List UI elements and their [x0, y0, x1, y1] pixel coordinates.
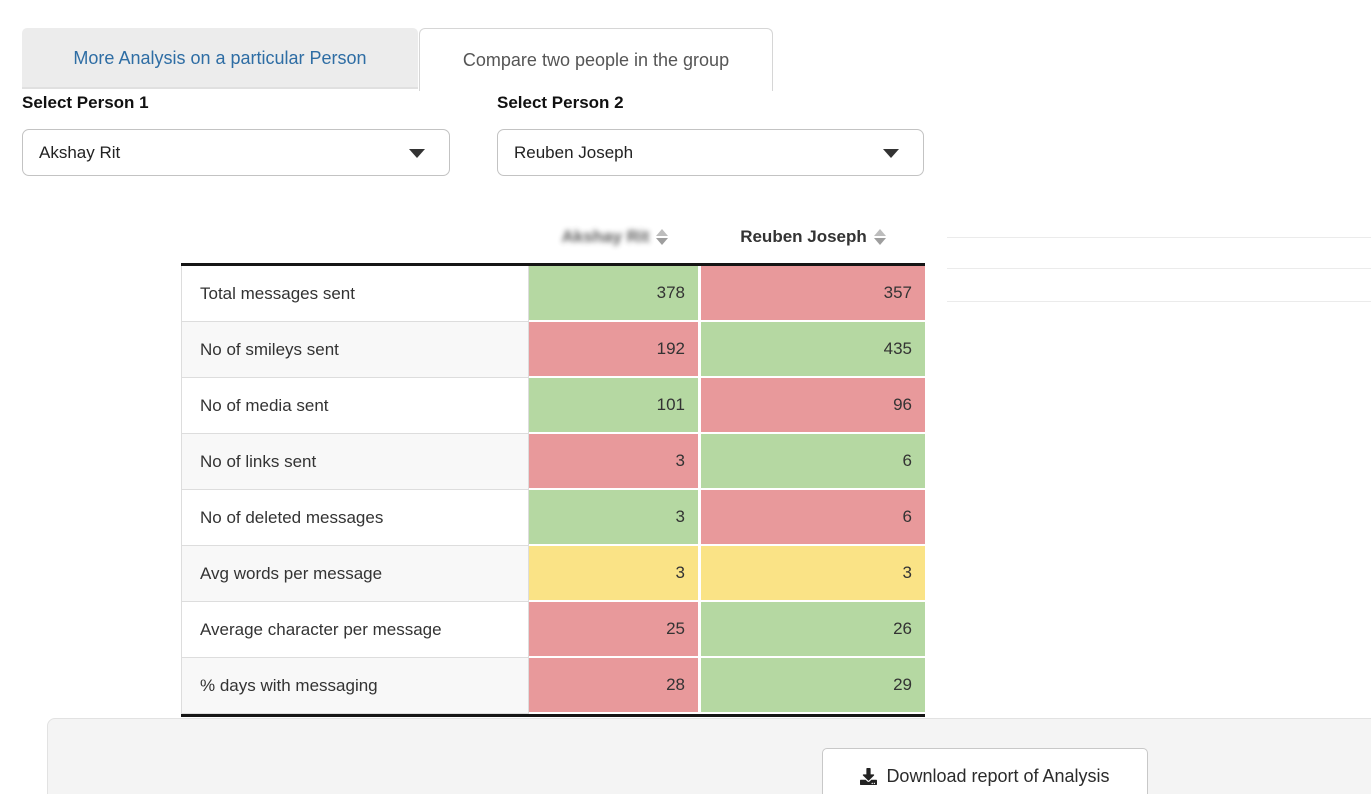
tab-label: Compare two people in the group [462, 49, 730, 70]
metric-label: No of deleted messages [181, 490, 529, 546]
download-icon [860, 767, 878, 785]
metric-label: No of smileys sent [181, 322, 529, 378]
metric-column-header [181, 211, 529, 263]
person-2-value: 6 [701, 434, 925, 490]
person-2-value: 29 [701, 658, 925, 714]
chevron-down-icon [883, 149, 899, 158]
person-1-column-title: Akshay Rit [561, 227, 650, 246]
metric-label: No of media sent [181, 378, 529, 434]
person-1-value: 378 [529, 266, 701, 322]
person-1-value: 192 [529, 322, 701, 378]
sort-icon [656, 229, 669, 245]
footer-panel [47, 718, 1371, 794]
divider-line [947, 268, 1371, 269]
table-row: No of media sent 101 96 [181, 378, 925, 434]
chevron-down-icon [409, 149, 425, 158]
divider-line [947, 237, 1371, 238]
person-2-value: 3 [701, 546, 925, 602]
comparison-table-header: Akshay Rit Reuben Joseph [181, 211, 925, 266]
person-2-value: 6 [701, 490, 925, 546]
column-header-person-2[interactable]: Reuben Joseph [701, 211, 925, 263]
divider-line [947, 301, 1371, 302]
person-2-selected-value: Reuben Joseph [514, 142, 634, 162]
select-person-1-label: Select Person 1 [22, 93, 149, 112]
person-2-dropdown[interactable]: Reuben Joseph [497, 129, 924, 176]
download-button-label: Download report of Analysis [886, 765, 1110, 786]
person-1-dropdown[interactable]: Akshay Rit [22, 129, 450, 176]
person-1-value: 3 [529, 546, 701, 602]
table-row: No of smileys sent 192 435 [181, 322, 925, 378]
person-1-selected-value: Akshay Rit [39, 142, 121, 162]
table-row: Avg words per message 3 3 [181, 546, 925, 602]
person-2-column-title: Reuben Joseph [740, 227, 867, 246]
tab-more-analysis-person[interactable]: More Analysis on a particular Person [22, 28, 418, 89]
table-row: Average character per message 25 26 [181, 602, 925, 658]
table-row: Total messages sent 378 357 [181, 266, 925, 322]
metric-label: Avg words per message [181, 546, 529, 602]
person-2-value: 435 [701, 322, 925, 378]
metric-label: % days with messaging [181, 658, 529, 714]
table-row: % days with messaging 28 29 [181, 658, 925, 714]
sort-icon [873, 229, 886, 245]
person-2-value: 357 [701, 266, 925, 322]
table-row: No of deleted messages 3 6 [181, 490, 925, 546]
select-person-2-label: Select Person 2 [497, 93, 624, 112]
person-1-value: 101 [529, 378, 701, 434]
person-1-value: 3 [529, 490, 701, 546]
comparison-table: Akshay Rit Reuben Joseph Total messages … [181, 211, 925, 717]
person-2-value: 26 [701, 602, 925, 658]
metric-label: Average character per message [181, 602, 529, 658]
tab-label: More Analysis on a particular Person [73, 48, 367, 68]
metric-label: Total messages sent [181, 266, 529, 322]
person-1-value: 28 [529, 658, 701, 714]
table-row: No of links sent 3 6 [181, 434, 925, 490]
tab-compare-two-people[interactable]: Compare two people in the group [419, 28, 773, 91]
person-2-value: 96 [701, 378, 925, 434]
person-1-value: 25 [529, 602, 701, 658]
download-report-button[interactable]: Download report of Analysis [822, 748, 1148, 794]
metric-label: No of links sent [181, 434, 529, 490]
person-1-value: 3 [529, 434, 701, 490]
column-header-person-1[interactable]: Akshay Rit [529, 211, 701, 263]
